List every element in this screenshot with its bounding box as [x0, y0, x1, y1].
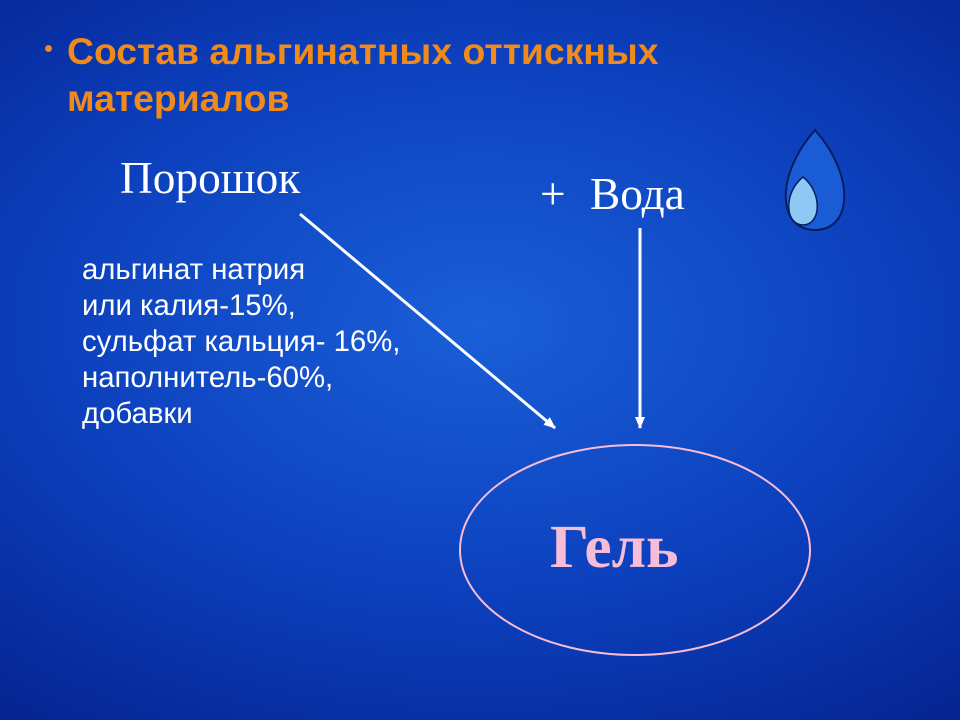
water-drop-icon: [786, 130, 845, 230]
diagram-overlay: [0, 0, 960, 720]
gel-label: Гель: [550, 512, 678, 583]
arrow-powder-to-gel: [300, 214, 555, 428]
slide-canvas: Состав альгинатных оттискных материалов …: [0, 0, 960, 720]
